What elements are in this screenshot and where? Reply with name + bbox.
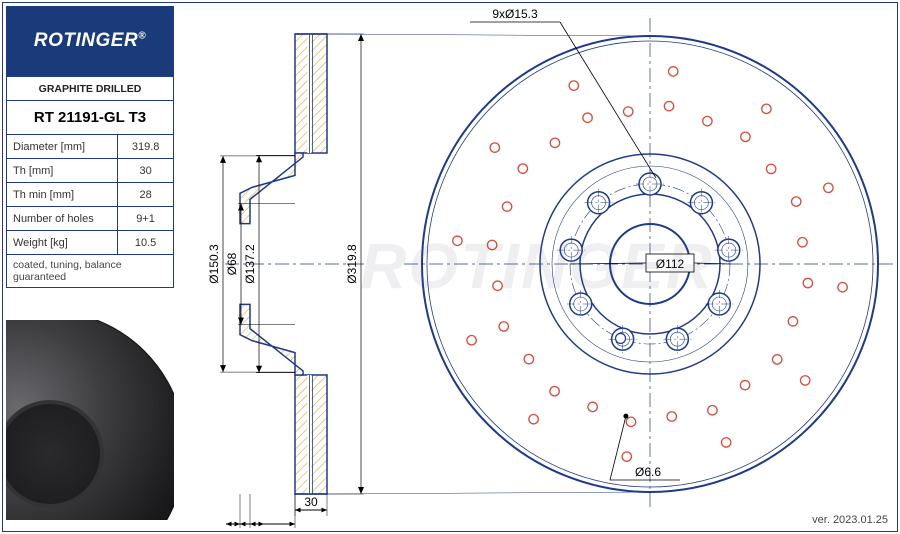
svg-text:Ø112: Ø112: [656, 257, 685, 271]
brand-logo: ROTINGER®: [6, 6, 174, 76]
svg-text:7.3: 7.3: [230, 527, 247, 528]
spec-value: 28: [118, 183, 174, 207]
svg-text:30: 30: [304, 495, 318, 509]
svg-text:9xØ15.3: 9xØ15.3: [492, 7, 538, 21]
spec-table: GRAPHITE DRILLED RT 21191-GL T3 Diameter…: [6, 76, 174, 288]
svg-text:39.1: 39.1: [262, 527, 286, 528]
engineering-drawing: ROTINGER Ø1129xØ15.3Ø6.6Ø150.3Ø68Ø137.2Ø…: [180, 4, 894, 528]
svg-text:Ø68: Ø68: [225, 252, 239, 275]
logo-text: ROTINGER®: [34, 30, 146, 52]
spec-label: Th [mm]: [7, 159, 118, 183]
spec-label: Th min [mm]: [7, 183, 118, 207]
version-label: ver. 2023.01.25: [812, 514, 888, 526]
svg-text:Ø150.3: Ø150.3: [207, 244, 221, 284]
spec-value: 9+1: [118, 207, 174, 231]
product-photo: [6, 320, 174, 520]
svg-text:Ø319.8: Ø319.8: [345, 244, 359, 284]
spec-label: Weight [kg]: [7, 231, 118, 255]
product-title: GRAPHITE DRILLED: [7, 77, 174, 101]
spec-value: 319.8: [118, 135, 174, 159]
spec-label: Diameter [mm]: [7, 135, 118, 159]
part-number: RT 21191-GL T3: [7, 101, 174, 135]
spec-value: 10.5: [118, 231, 174, 255]
spec-footer: coated, tuning, balance guaranteed: [7, 255, 174, 288]
spec-label: Number of holes: [7, 207, 118, 231]
svg-text:Ø6.6: Ø6.6: [635, 465, 661, 479]
spec-value: 30: [118, 159, 174, 183]
svg-text:Ø137.2: Ø137.2: [243, 244, 257, 284]
